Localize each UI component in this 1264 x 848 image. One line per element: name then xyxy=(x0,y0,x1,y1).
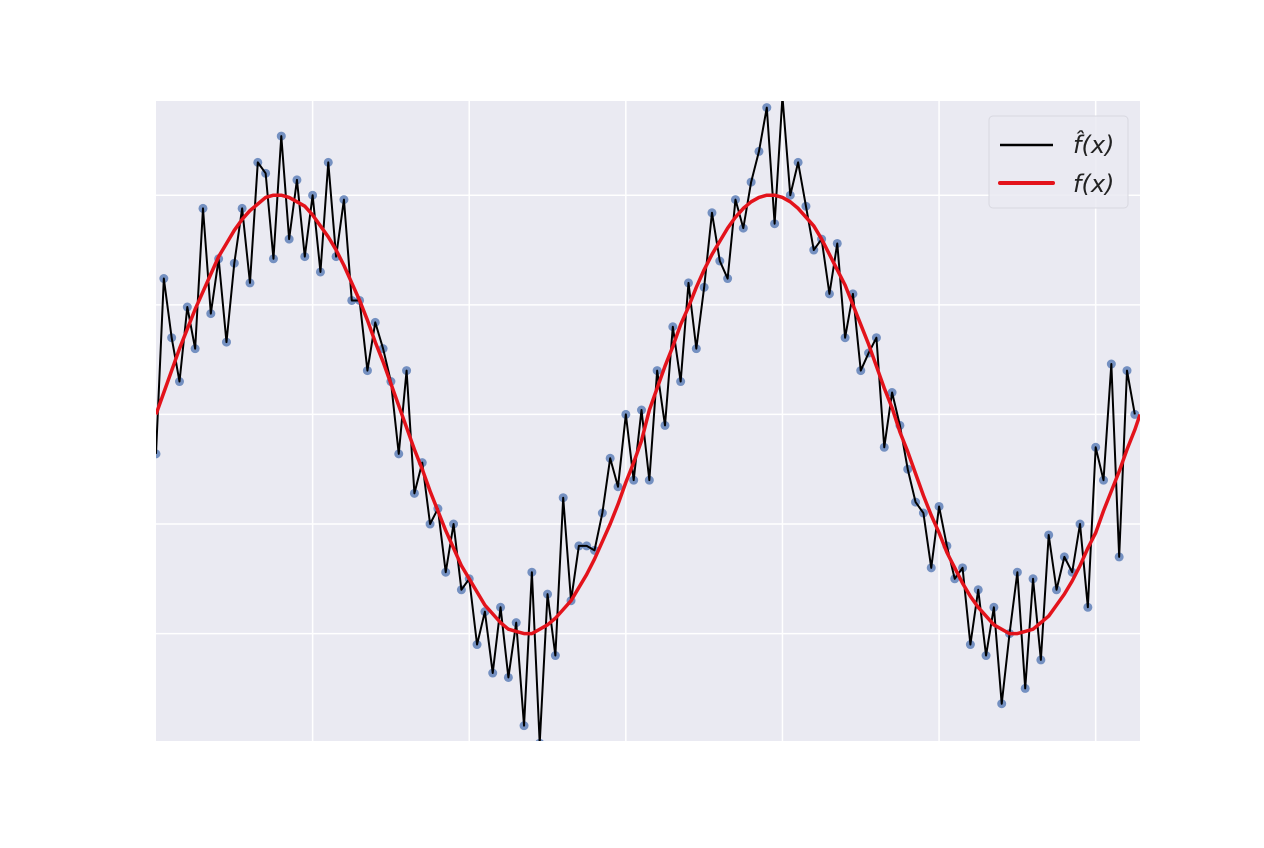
series-line-fhat xyxy=(156,101,1136,741)
data-point xyxy=(781,101,784,102)
series-line-f xyxy=(156,193,1140,636)
legend-label-f: f(x) xyxy=(1073,170,1114,198)
legend-label-fhat: f̂(x) xyxy=(1073,131,1114,159)
series-group xyxy=(156,101,1140,741)
legend: f̂(x) f(x) xyxy=(988,115,1129,209)
data-point xyxy=(156,449,161,459)
data-marks xyxy=(156,101,1140,741)
